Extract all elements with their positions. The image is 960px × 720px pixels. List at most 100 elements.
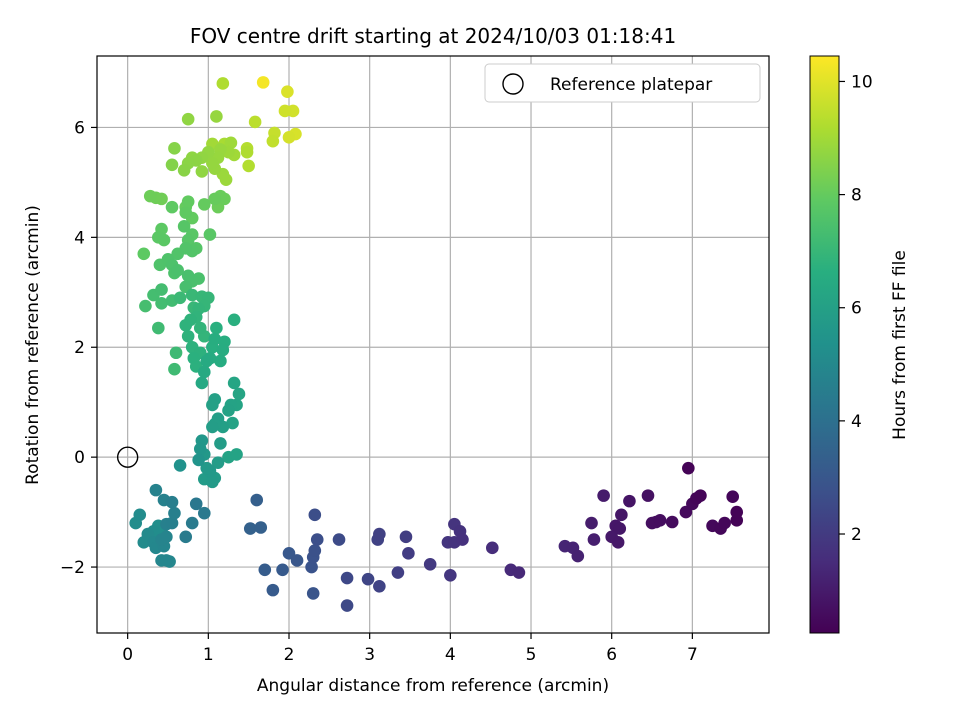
data-point [177,164,191,177]
data-point [203,228,217,241]
data-point [242,159,255,173]
data-point [402,547,415,560]
data-point [185,288,199,302]
data-point [152,321,165,335]
x-tick-label: 4 [445,645,456,665]
x-axis-ticks: 0 1 2 3 4 5 6 7 [122,633,698,665]
data-point [266,583,280,597]
data-point [206,475,219,489]
chart-title: FOV centre drift starting at 2024/10/03 … [190,24,676,48]
data-point [308,508,322,522]
data-point [361,572,375,586]
data-point [256,76,270,89]
data-point [214,354,227,368]
data-point [193,321,207,335]
legend: Reference platepar [484,63,761,103]
y-tick-label: 0 [74,448,85,468]
data-point [240,145,254,159]
data-point [615,508,628,522]
data-point [373,579,386,593]
x-tick-label: 1 [203,645,214,665]
legend-marker [502,73,524,95]
data-point [227,376,241,390]
data-point [290,554,304,567]
x-tick-label: 2 [284,645,295,665]
data-point [137,247,151,261]
data-point [185,516,199,530]
data-point [208,192,222,206]
colorbar-tick-label: 2 [851,525,862,545]
colorbar-tick-label: 6 [851,299,862,319]
data-point [340,599,354,612]
data-point [181,112,195,126]
data-point [192,453,205,467]
data-point [195,165,209,178]
data-point [208,332,222,346]
data-point [254,521,268,534]
data-point [730,505,744,519]
data-point [227,313,241,327]
data-point [171,247,184,261]
y-axis-ticks: −2 0 2 4 6 [60,118,97,578]
data-point [171,264,184,277]
x-tick-label: 6 [606,645,617,665]
x-tick-label: 7 [687,645,698,665]
data-point [155,554,168,567]
data-point [682,461,695,475]
data-point [200,461,214,475]
data-point [193,442,207,456]
data-point [177,220,191,233]
data-point [181,195,195,208]
colorbar-ticks: 2 4 6 8 10 [839,72,873,545]
data-point [133,508,147,522]
data-point [278,104,292,118]
data-point [232,387,246,401]
data-point [160,530,173,544]
data-point [157,233,171,247]
data-point [165,158,179,172]
reference-marker [116,446,139,468]
data-point [168,362,181,376]
data-point [308,544,322,557]
data-point [571,549,585,563]
data-point [340,571,354,585]
data-point [168,142,181,155]
data-point [281,85,294,99]
data-point [587,533,601,546]
data-point [210,321,223,335]
reference-platepar-point [116,446,139,468]
data-point [611,536,625,549]
data-point [200,354,214,368]
data-point [214,437,227,450]
data-point [168,506,181,520]
data-point [444,569,457,582]
data-point [226,416,239,430]
data-point [210,110,223,123]
data-point [391,566,405,579]
data-point [282,131,296,144]
data-point [206,398,219,412]
colorbar-tick-label: 8 [851,186,862,206]
data-point [653,514,667,527]
data-point [149,483,163,497]
data-point [456,533,469,546]
data-point [179,318,193,332]
data-point [718,516,731,530]
data-point [694,489,707,502]
data-point [373,527,386,541]
data-point [155,283,168,296]
data-point [623,494,636,508]
data-point [597,489,610,502]
data-point [230,448,243,461]
data-point [222,404,235,417]
data-point [332,533,346,546]
data-point [423,558,437,571]
data-point [258,563,272,577]
data-point [165,200,179,214]
data-point [173,291,187,305]
legend-box [484,63,761,103]
data-point [485,541,499,555]
colorbar-gradient [809,55,840,634]
data-points [129,76,744,612]
y-axis-label: Rotation from reference (arcmin) [23,205,43,485]
